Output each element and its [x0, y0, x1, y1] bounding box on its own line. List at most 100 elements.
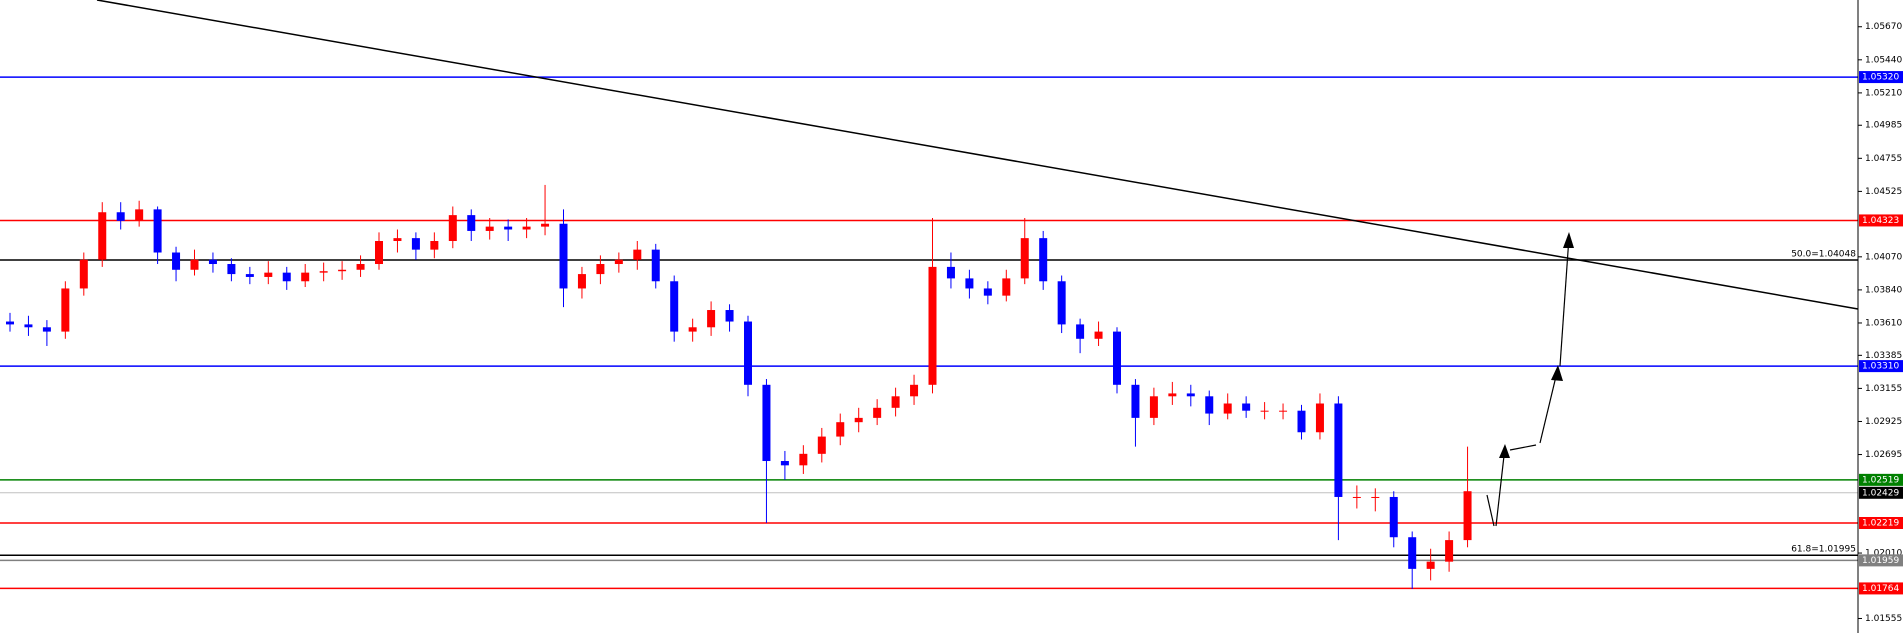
candle-body: [1002, 278, 1011, 296]
price-tag-label: 1.02519: [1862, 475, 1899, 485]
price-tag: [1859, 516, 1903, 529]
candle-body: [1168, 393, 1177, 397]
y-tick-label: 1.05210: [1865, 88, 1902, 98]
candle-body: [42, 327, 51, 332]
y-tick-label: 1.02925: [1865, 417, 1902, 427]
candle-body: [1094, 331, 1103, 339]
candle-body: [1242, 403, 1251, 411]
candle-body: [172, 252, 181, 270]
price-tag-label: 1.04323: [1862, 216, 1899, 226]
candle-body: [1205, 396, 1214, 414]
candle-body: [1371, 496, 1380, 498]
candle-body: [1297, 410, 1306, 433]
candle-body: [1315, 403, 1324, 433]
candle-body: [688, 327, 697, 332]
candle-body: [1352, 496, 1361, 498]
price-tag-label: 1.05320: [1862, 73, 1899, 83]
price-tag-label: 1.02429: [1862, 488, 1899, 498]
candle-body: [301, 272, 310, 282]
fib-label: 50.0=1.04048: [1791, 249, 1856, 259]
candle-body: [504, 226, 513, 230]
price-tag-label: 1.01764: [1862, 584, 1899, 594]
candle-body: [1020, 238, 1029, 279]
candle-body: [1334, 403, 1343, 497]
candle-body: [596, 264, 605, 275]
candle-body: [411, 238, 420, 250]
price-tag: [1859, 486, 1903, 499]
candle-body: [430, 241, 439, 250]
candle-body: [614, 259, 623, 265]
candle-body: [891, 396, 900, 408]
candle-body: [577, 274, 586, 289]
candle-body: [24, 324, 33, 328]
candle-body: [485, 226, 494, 231]
y-tick-label: 1.04525: [1865, 187, 1902, 197]
candle-body: [1131, 384, 1140, 418]
candle-body: [319, 271, 328, 273]
candle-body: [1076, 324, 1085, 339]
y-tick-label: 1.05440: [1865, 55, 1902, 65]
y-tick-label: 1.01555: [1865, 614, 1902, 624]
candle-body: [356, 264, 365, 270]
candle-body: [98, 212, 107, 260]
fib-label: 61.8=1.01995: [1791, 545, 1856, 555]
candle-body: [61, 288, 70, 332]
price-tag: [1859, 71, 1903, 84]
candle-body: [1408, 537, 1417, 569]
candle-body: [1389, 496, 1398, 538]
candle-body: [190, 259, 199, 270]
candle-body: [227, 264, 236, 275]
candle-body: [725, 310, 734, 322]
candle-body: [375, 241, 383, 265]
candle-body: [1039, 238, 1048, 282]
candle-body: [651, 249, 660, 282]
candle-body: [1223, 403, 1232, 414]
candle-body: [264, 272, 273, 277]
candle-body: [633, 249, 642, 260]
candle-body: [393, 238, 402, 242]
y-tick-label: 1.04070: [1865, 252, 1902, 262]
candles: [6, 184, 1472, 589]
candle-body: [799, 453, 808, 466]
y-tick-label: 1.02010: [1865, 549, 1902, 559]
y-tick-label: 1.05670: [1865, 22, 1902, 32]
price-tag-label: 1.03310: [1862, 362, 1899, 372]
candle-body: [522, 226, 531, 230]
price-tag: [1859, 582, 1903, 595]
candle-body: [1149, 396, 1158, 418]
candle-body: [854, 417, 863, 423]
candle-body: [873, 407, 882, 418]
projection-arrows: [1486, 236, 1570, 527]
price-tag: [1859, 554, 1903, 567]
candle-body: [817, 436, 826, 454]
y-tick-label: 1.04985: [1865, 121, 1902, 131]
candle-body: [780, 461, 789, 466]
candle-body: [1260, 410, 1269, 412]
candle-body: [116, 212, 125, 221]
levels: 50.0=1.04048 61.8=1.01995: [0, 76, 1858, 590]
candle-body: [153, 209, 162, 253]
y-tick-label: 1.02695: [1865, 450, 1902, 460]
candle-body: [135, 209, 144, 221]
y-tick-label: 1.03155: [1865, 384, 1902, 394]
candle-body: [208, 259, 217, 265]
y-tick-label: 1.03385: [1865, 351, 1902, 361]
price-tag: [1859, 214, 1903, 227]
axis-labels: 1.05670 1.05440 1.05210 1.04985 1.04755 1.045…: [1858, 22, 1903, 624]
candle-body: [1186, 393, 1195, 397]
candle-body: [338, 269, 347, 272]
candle-body: [836, 422, 845, 437]
candle-body: [707, 310, 716, 328]
trend-line: [96, 0, 1859, 310]
price-tag-label: 1.02219: [1862, 518, 1899, 528]
candle-body: [762, 384, 771, 462]
candle-body: [1426, 561, 1435, 569]
price-tag: [1859, 360, 1903, 373]
candle-body: [983, 288, 992, 296]
candle-body: [744, 321, 752, 385]
candle-body: [282, 272, 291, 282]
candle-body: [1463, 491, 1472, 541]
candle-body: [559, 223, 568, 289]
